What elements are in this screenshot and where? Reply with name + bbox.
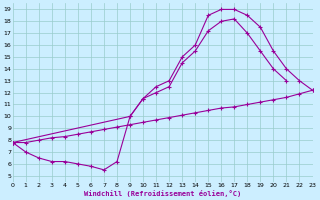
X-axis label: Windchill (Refroidissement éolien,°C): Windchill (Refroidissement éolien,°C): [84, 190, 241, 197]
